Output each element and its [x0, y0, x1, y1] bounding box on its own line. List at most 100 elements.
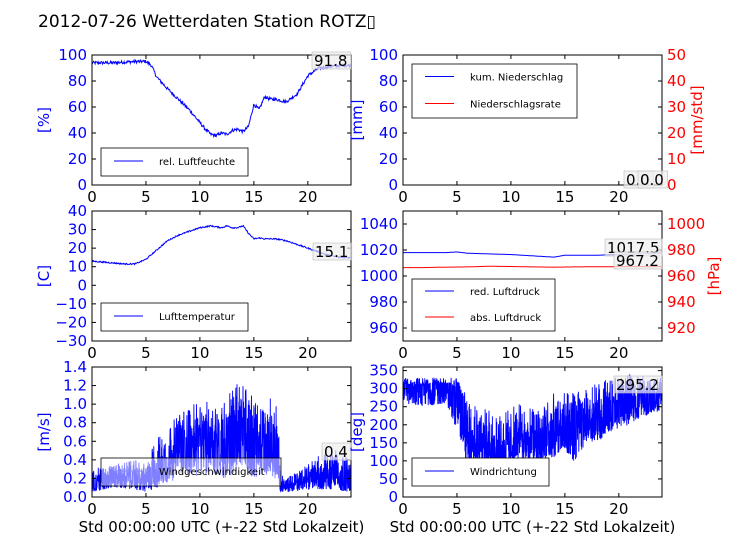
value-annotation: 15.1	[315, 243, 348, 261]
panel-3: 0 5 10 15 20−30−20−10010203040[C]Lufttempera…	[35, 202, 353, 362]
x-tick-label: 0	[87, 500, 97, 518]
y-tick-label: 0.0	[63, 488, 87, 506]
y-tick-label-right: 40	[667, 72, 686, 90]
y-tick-label: 0.6	[63, 432, 87, 450]
legend: red. Luftdruck abs. Luftdruck	[411, 278, 556, 332]
figure-title: 2012-07-26 Wetterdaten Station ROTZ▯	[38, 12, 376, 32]
legend-box	[411, 63, 578, 119]
x-tick-label: 5	[141, 500, 151, 518]
value-annotation: 0.4	[324, 443, 348, 461]
x-tick-label: 20	[609, 188, 628, 206]
y-tick-label-right: 940	[667, 293, 696, 311]
y-tick-label: 0	[388, 176, 398, 194]
x-axis-label: Std 00:00:00 UTC (+-22 Std Lokalzeit)	[390, 518, 676, 536]
y-axis-label: [%]	[35, 107, 53, 133]
y-tick-label: 980	[369, 293, 398, 311]
y-tick-label: 150	[369, 434, 398, 452]
series-line-1	[403, 374, 662, 474]
x-tick-label: 0	[87, 188, 97, 206]
value-annotation-box	[312, 242, 353, 261]
x-tick-label: 15	[555, 500, 574, 518]
y-tick-label-right: 30	[667, 98, 686, 116]
value-annotation-box	[637, 170, 668, 189]
x-axis-label: Std 00:00:00 UTC (+-22 Std Lokalzeit)	[79, 518, 365, 536]
legend-label: Windrichtung	[470, 467, 537, 478]
x-tick-label: 5	[452, 344, 462, 362]
y-tick-label: 60	[379, 98, 398, 116]
x-tick-label: 0	[87, 344, 97, 362]
y-axis-label: [m/s]	[35, 412, 53, 451]
panel-5: 0 5 10 15 200.00.20.40.60.81.01.21.4[m/s]Std…	[35, 358, 364, 536]
x-tick-label: 5	[141, 344, 151, 362]
panel-2: 0 5 10 15 20 0 20 40 60 80 100 0 10 20 30 40 50 [mm] [mm/s…	[348, 46, 706, 206]
y-tick-label-right: 10	[667, 150, 686, 168]
y-tick-label: 20	[379, 150, 398, 168]
legend-label: red. Luftdruck	[470, 287, 540, 298]
y-tick-label-right: 0	[667, 176, 677, 194]
value-annotation-box	[321, 442, 352, 461]
x-tick-label: 10	[190, 344, 209, 362]
x-tick-label: 15	[244, 188, 263, 206]
x-tick-label: 15	[555, 344, 574, 362]
y-tick-label: 960	[369, 319, 398, 337]
y-tick-label: 1.4	[63, 358, 87, 376]
plot-frame	[91, 54, 352, 186]
series-line-1	[92, 224, 351, 266]
plot-frame	[91, 366, 352, 498]
plot-area	[403, 374, 662, 474]
x-tick-label: 10	[501, 344, 520, 362]
y-tick-label: 100	[369, 46, 398, 64]
x-tick-label: 20	[298, 344, 317, 362]
legend-box	[411, 278, 556, 332]
legend: Lufttemperatur	[100, 302, 249, 332]
plot-frame	[402, 366, 663, 498]
x-tick-label: 10	[501, 500, 520, 518]
x-tick-label: 5	[452, 500, 462, 518]
x-tick-label: 0	[398, 500, 408, 518]
x-tick-label: 20	[609, 500, 628, 518]
legend-label: Niederschlagsrate	[470, 100, 561, 111]
y-tick-label: 80	[68, 72, 87, 90]
y-tick-label: 300	[369, 380, 398, 398]
y-tick-label: 0.4	[63, 451, 87, 469]
panel-4: 0 5 10 15 20 960 980 1000 1020 1040 920 940 960 980 10…	[360, 210, 723, 362]
panel-1: 0 5 10 15 20 0 20 40 60 80 100 [%] rel. Luftfeuchte 9…	[35, 46, 352, 206]
y-tick-label: 350	[369, 362, 398, 380]
y-tick-label: 0	[388, 488, 398, 506]
x-tick-label: 20	[609, 344, 628, 362]
x-tick-label: 10	[190, 188, 209, 206]
y-tick-label: −10	[55, 295, 87, 313]
y-tick-label: 1040	[360, 215, 398, 233]
y-tick-label: 50	[379, 470, 398, 488]
y-tick-label: 20	[68, 239, 87, 257]
y-tick-label: 0.8	[63, 414, 87, 432]
x-tick-label: 10	[501, 188, 520, 206]
y-tick-label-right: 960	[667, 267, 696, 285]
y-tick-label: 1.2	[63, 377, 87, 395]
x-tick-label: 0	[398, 344, 408, 362]
x-tick-label: 0	[398, 188, 408, 206]
legend-label: Windgeschwindigkeit	[159, 467, 265, 478]
y-tick-label-right: 50	[667, 46, 686, 64]
x-tick-label: 15	[244, 344, 263, 362]
value-annotation-box	[613, 251, 663, 270]
y-tick-label: 0	[77, 276, 87, 294]
y-tick-label: 200	[369, 416, 398, 434]
y-axis-label: [mm]	[348, 100, 366, 141]
x-tick-label: 5	[141, 188, 151, 206]
value-annotation-box	[311, 51, 352, 70]
legend: Windrichtung	[411, 457, 550, 487]
y-tick-label: 250	[369, 398, 398, 416]
y-tick-label: 1000	[360, 267, 398, 285]
legend: kum. Niederschlag Niederschlagsrate	[411, 63, 578, 119]
x-tick-label: 20	[298, 188, 317, 206]
y-tick-label-right: 20	[667, 124, 686, 142]
y-tick-label: 0	[77, 176, 87, 194]
y-tick-label: 100	[58, 46, 87, 64]
legend-box	[100, 457, 282, 487]
legend-label: rel. Luftfeuchte	[159, 157, 235, 168]
legend: rel. Luftfeuchte	[100, 147, 249, 177]
y-tick-label: −20	[55, 313, 87, 331]
y-tick-label-right: 920	[667, 319, 696, 337]
